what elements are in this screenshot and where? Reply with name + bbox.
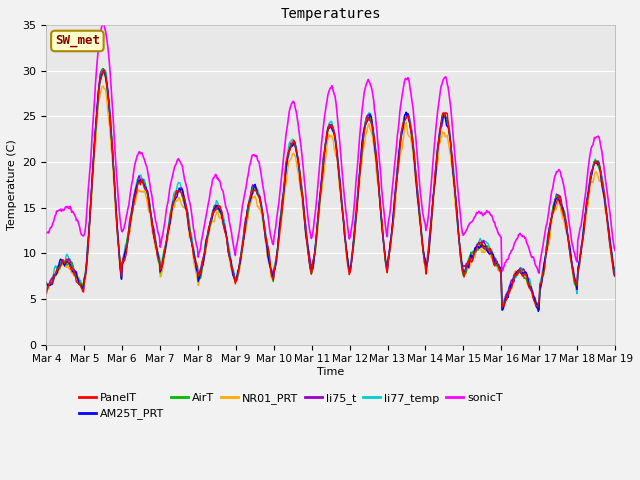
li75_t [42, 287, 50, 292]
NR01_PRT [99, 84, 107, 89]
li75_t [99, 66, 107, 72]
li75_t [52, 269, 60, 275]
li75_t [417, 229, 425, 235]
li77_temp [42, 286, 50, 291]
AirT [52, 272, 60, 277]
AM25T_PRT [401, 112, 408, 118]
AM25T_PRT [42, 279, 50, 285]
sonicT [401, 78, 408, 84]
AM25T_PRT [534, 309, 542, 314]
sonicT [200, 227, 207, 232]
Line: sonicT: sonicT [46, 24, 615, 273]
NR01_PRT [200, 258, 207, 264]
AM25T_PRT [112, 203, 120, 209]
li77_temp [170, 191, 177, 197]
li77_temp [112, 205, 120, 211]
sonicT [112, 163, 120, 169]
sonicT [170, 168, 177, 174]
PanelT [52, 268, 60, 274]
PanelT [170, 198, 177, 204]
AirT [611, 267, 619, 273]
li75_t [200, 253, 207, 259]
PanelT [611, 273, 619, 278]
Line: PanelT: PanelT [46, 70, 615, 307]
NR01_PRT [170, 205, 177, 211]
NR01_PRT [535, 307, 543, 313]
AM25T_PRT [417, 230, 425, 236]
NR01_PRT [401, 125, 408, 131]
AirT [535, 307, 543, 313]
Line: AirT: AirT [46, 69, 615, 310]
li77_temp [200, 254, 207, 260]
NR01_PRT [52, 268, 60, 274]
AM25T_PRT [170, 198, 177, 204]
AirT [170, 201, 177, 206]
NR01_PRT [112, 213, 120, 219]
li75_t [112, 204, 120, 210]
li77_temp [611, 269, 619, 275]
PanelT [499, 304, 506, 310]
AirT [112, 206, 120, 212]
Line: li77_temp: li77_temp [46, 70, 615, 308]
AirT [200, 254, 207, 260]
AirT [417, 229, 425, 235]
sonicT [611, 248, 619, 253]
AM25T_PRT [200, 258, 207, 264]
li77_temp [498, 305, 506, 311]
PanelT [417, 230, 425, 236]
X-axis label: Time: Time [317, 367, 344, 377]
Line: NR01_PRT: NR01_PRT [46, 86, 615, 310]
li77_temp [101, 67, 109, 73]
PanelT [42, 291, 50, 297]
Title: Temperatures: Temperatures [280, 7, 381, 21]
li75_t [535, 302, 543, 308]
sonicT [52, 208, 60, 214]
Legend: PanelT, AM25T_PRT, AirT, NR01_PRT, li75_t, li77_temp, sonicT: PanelT, AM25T_PRT, AirT, NR01_PRT, li75_… [74, 388, 508, 424]
Line: li75_t: li75_t [46, 69, 615, 305]
AirT [99, 66, 106, 72]
PanelT [112, 207, 120, 213]
li75_t [170, 199, 177, 205]
PanelT [100, 67, 108, 73]
NR01_PRT [417, 233, 425, 239]
sonicT [417, 196, 425, 202]
AM25T_PRT [52, 271, 60, 276]
Text: SW_met: SW_met [55, 35, 100, 48]
li77_temp [52, 266, 60, 272]
NR01_PRT [42, 291, 50, 297]
sonicT [99, 21, 107, 27]
AM25T_PRT [100, 67, 108, 73]
PanelT [401, 118, 408, 124]
AirT [42, 282, 50, 288]
sonicT [42, 230, 50, 236]
li75_t [611, 266, 619, 272]
AirT [401, 115, 408, 121]
sonicT [535, 270, 543, 276]
li77_temp [417, 227, 425, 232]
NR01_PRT [611, 270, 619, 276]
AM25T_PRT [611, 274, 619, 279]
li77_temp [401, 113, 408, 119]
PanelT [200, 253, 207, 259]
Line: AM25T_PRT: AM25T_PRT [46, 70, 615, 312]
li75_t [401, 112, 408, 118]
Y-axis label: Temperature (C): Temperature (C) [7, 139, 17, 230]
